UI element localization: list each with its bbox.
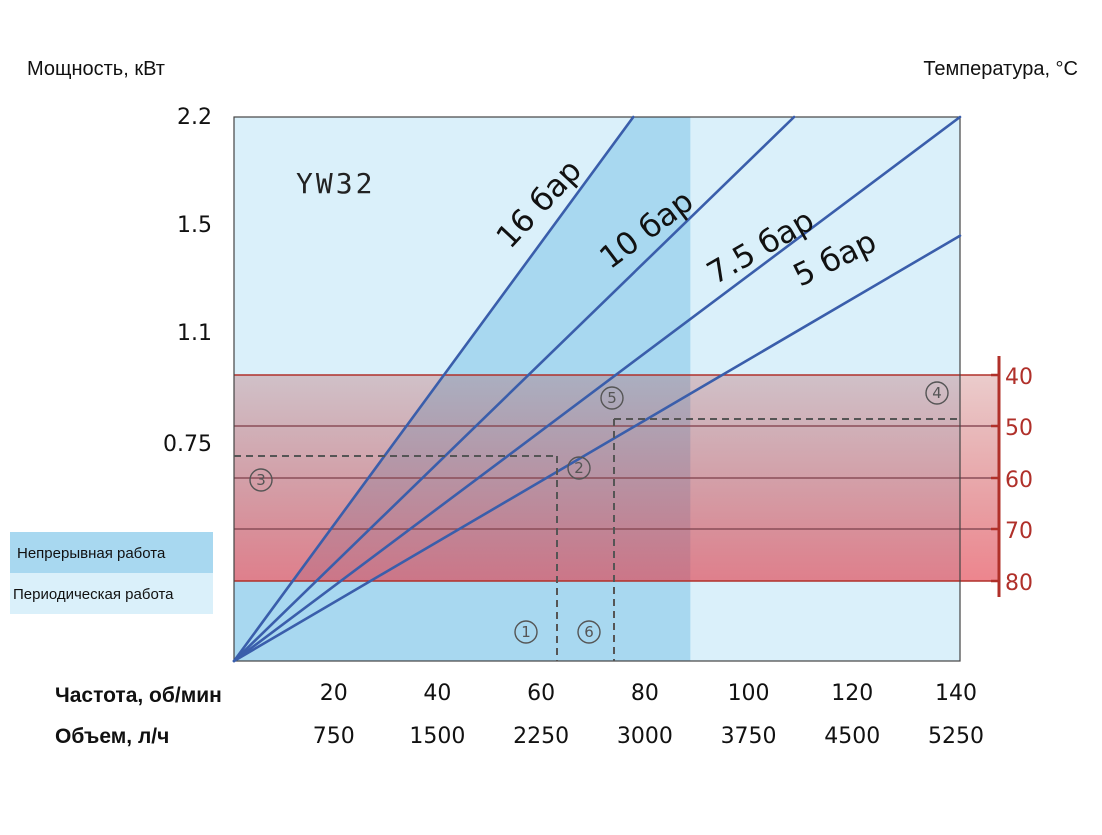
legend: Непрерывная работа Периодическая работа — [10, 532, 213, 614]
series-line-2 — [232, 115, 962, 663]
series-line-1 — [232, 115, 796, 663]
svg-text:5: 5 — [607, 389, 617, 407]
x-tick-label: 100 — [728, 681, 770, 706]
marker-2: 2 — [567, 456, 591, 480]
legend-swatch-periodic — [10, 573, 213, 614]
svg-text:1: 1 — [521, 623, 531, 641]
x-tick-label: 20 — [320, 681, 348, 706]
marker-4: 4 — [925, 381, 949, 405]
marker-6: 6 — [577, 620, 601, 644]
svg-text:2: 2 — [574, 459, 584, 477]
legend-label-continuous: Непрерывная работа — [17, 545, 166, 562]
x-tick-label: 60 — [527, 681, 555, 706]
pressure-lines — [232, 115, 962, 663]
x-tick-label: 120 — [831, 681, 873, 706]
guide-lines — [234, 418, 960, 661]
x-row-label-frequency: Частота, об/мин — [55, 684, 222, 707]
temperature-tick-label: 80 — [1005, 571, 1033, 596]
series-line-0 — [232, 115, 635, 663]
temperature-axis-title: Температура, °C — [923, 58, 1078, 80]
temperature-tick-label: 40 — [1005, 365, 1033, 390]
temperature-ticks: 40 50 60 70 80 — [991, 365, 1033, 596]
x-ticks: 20 40 60 80 100 120 140 750 1500 2250 3000 3750 4500… — [313, 681, 984, 749]
legend-swatch-continuous — [10, 532, 213, 573]
x-row-label-volume: Объем, л/ч — [55, 725, 169, 748]
marker-3: 3 — [249, 468, 273, 492]
y-tick-label: 2.2 — [177, 105, 212, 130]
svg-text:4: 4 — [932, 384, 942, 402]
legend-label-periodic: Периодическая работа — [13, 586, 174, 603]
y-tick-label: 1.5 — [177, 213, 212, 238]
temperature-tick-label: 70 — [1005, 519, 1033, 544]
y-tick-label: 1.1 — [177, 321, 212, 346]
x-tick-label: 5250 — [928, 724, 984, 749]
plot-frame — [233, 116, 961, 662]
temperature-tick-label: 60 — [1005, 468, 1033, 493]
x-tick-label: 140 — [935, 681, 977, 706]
x-tick-label: 1500 — [409, 724, 465, 749]
svg-text:6: 6 — [584, 623, 594, 641]
y-axis-title: Мощность, кВт — [27, 58, 165, 80]
x-tick-label: 80 — [631, 681, 659, 706]
x-tick-label: 750 — [313, 724, 355, 749]
y-tick-label: 0.75 — [163, 432, 212, 457]
temperature-tick-label: 50 — [1005, 416, 1033, 441]
marker-5: 5 — [600, 386, 624, 410]
y-ticks: 2.2 1.5 1.1 0.75 — [163, 105, 212, 457]
temperature-lines — [234, 374, 999, 582]
x-tick-label: 3000 — [617, 724, 673, 749]
x-tick-label: 2250 — [513, 724, 569, 749]
x-tick-label: 4500 — [824, 724, 880, 749]
marker-1: 1 — [514, 620, 538, 644]
x-tick-label: 3750 — [721, 724, 777, 749]
x-tick-label: 40 — [423, 681, 451, 706]
chart-title: YW32 — [296, 167, 375, 200]
series-line-3 — [232, 234, 962, 663]
svg-text:3: 3 — [256, 471, 266, 489]
